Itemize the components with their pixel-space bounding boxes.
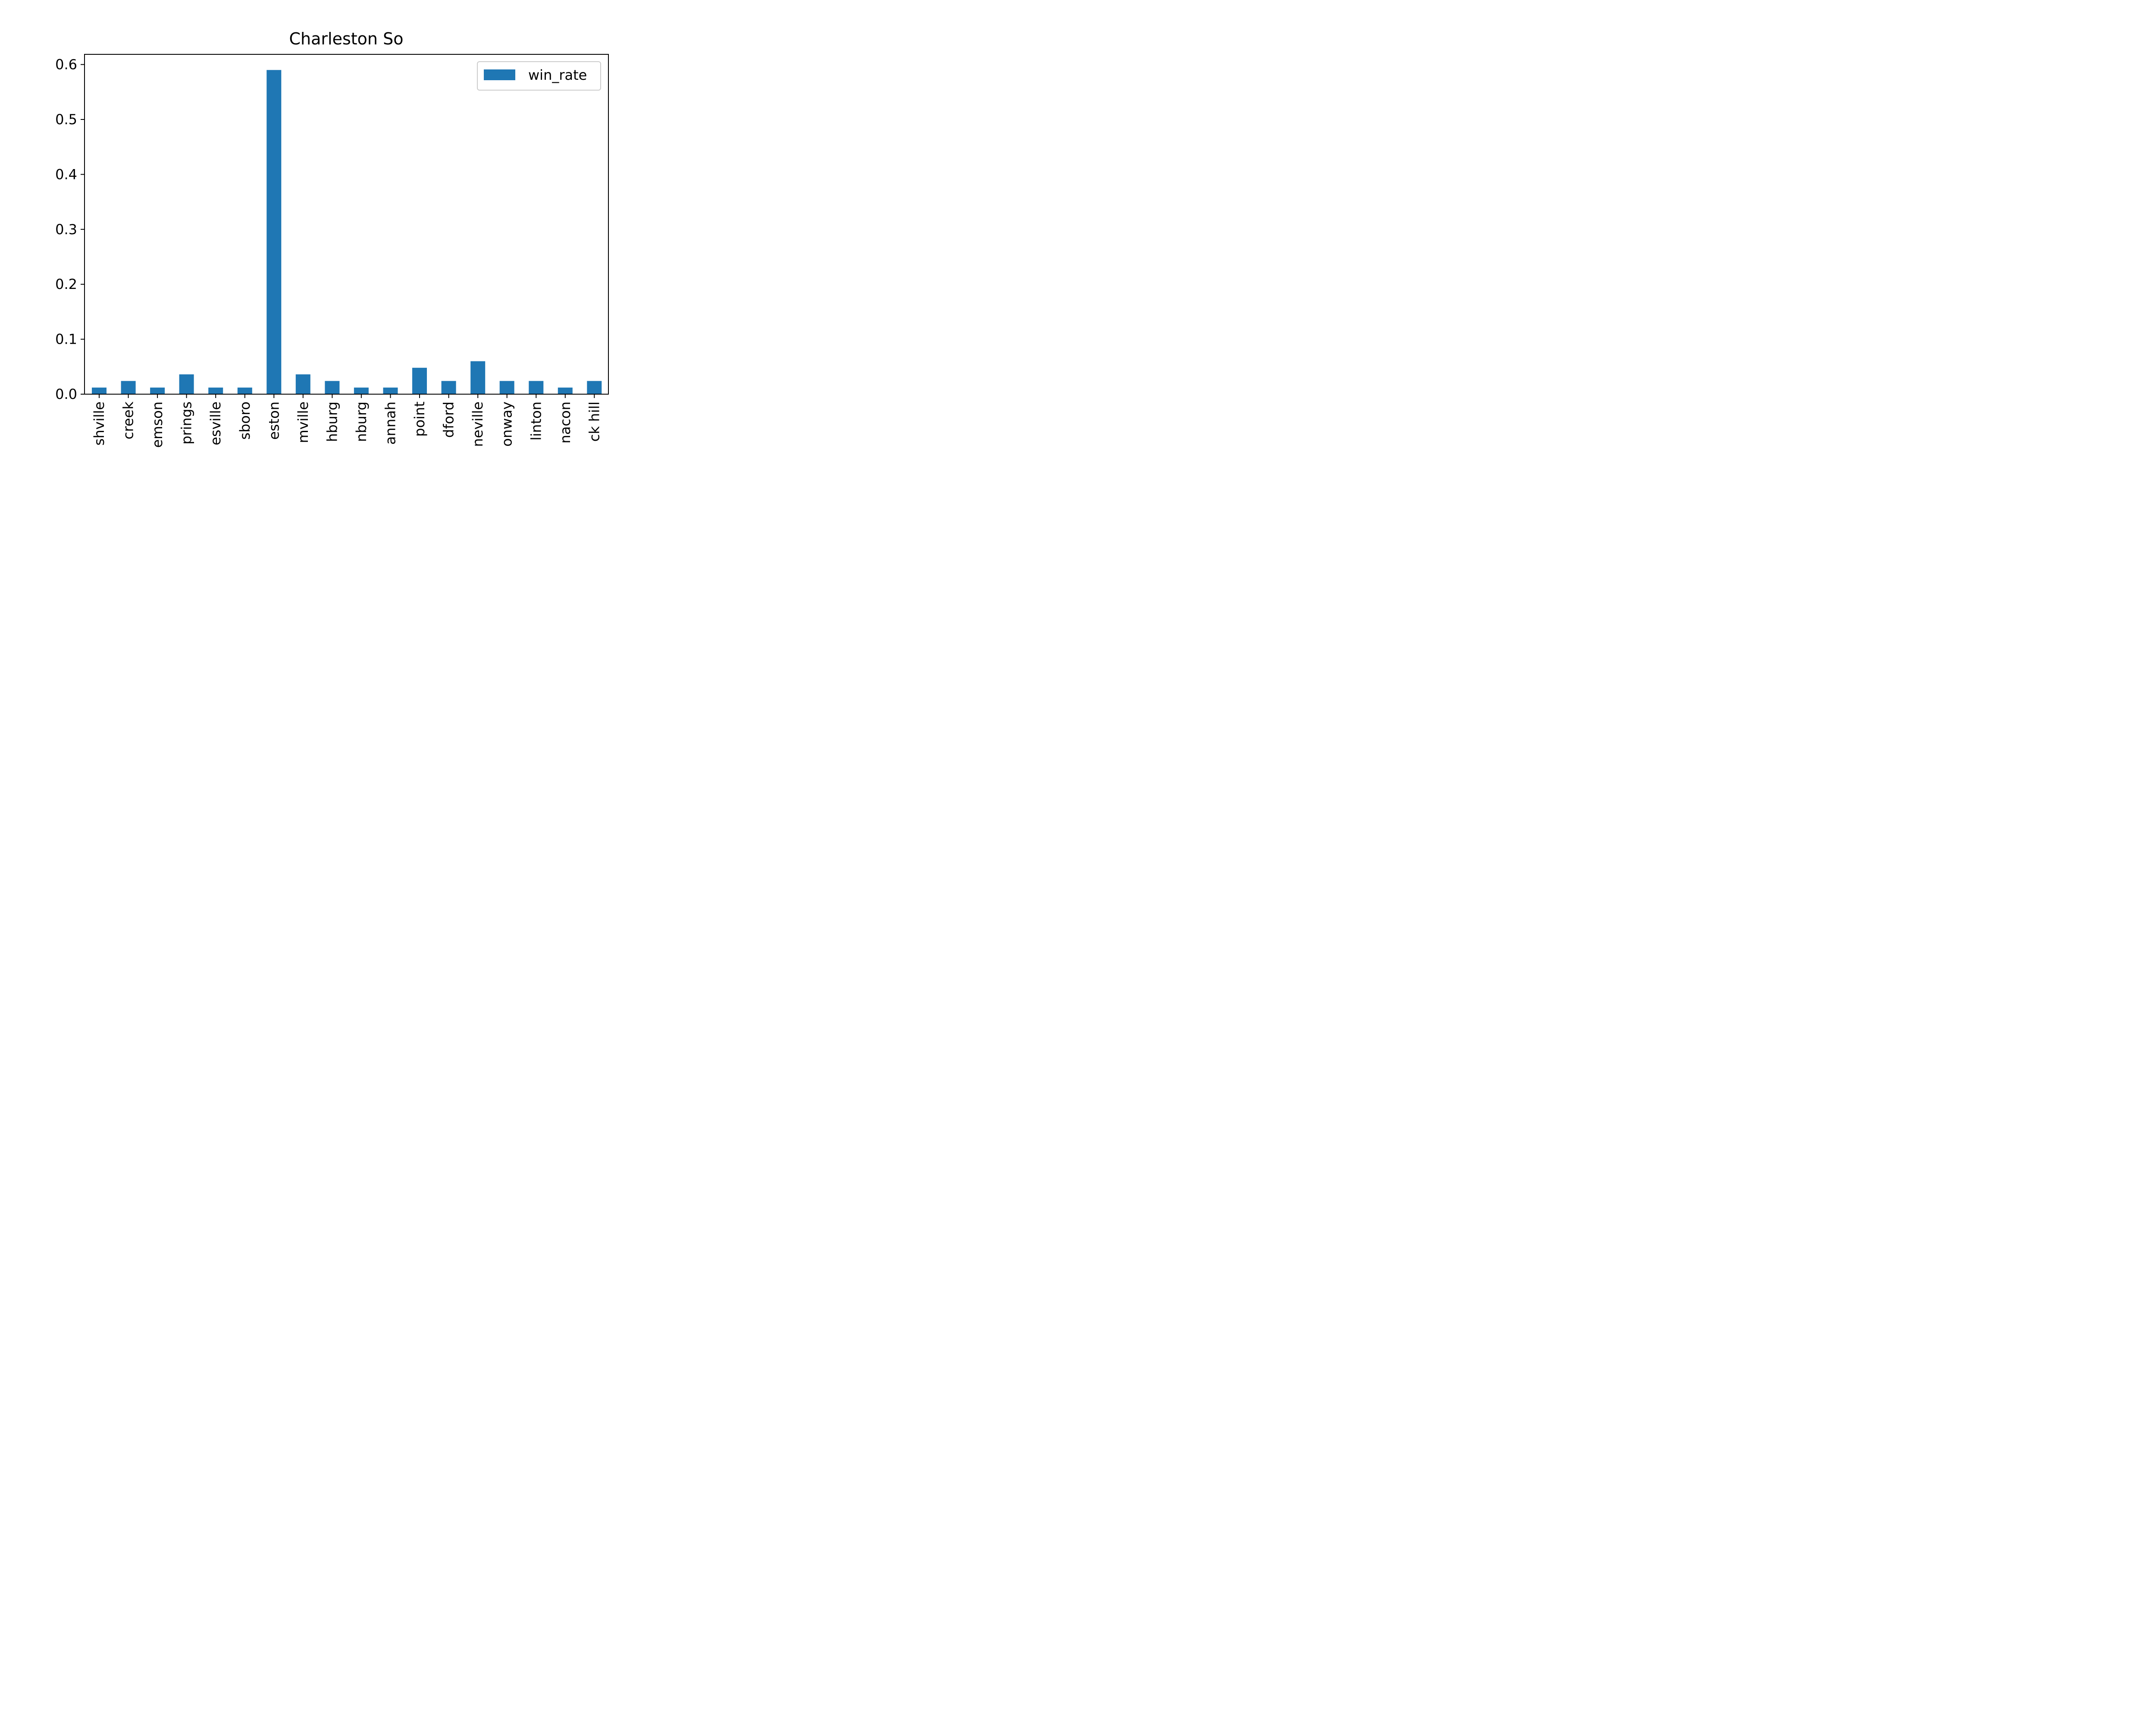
x-tick-label: emson [149, 401, 166, 448]
bar-esville [208, 387, 223, 394]
bar-sboro [237, 387, 252, 394]
chart-title: Charleston So [289, 29, 404, 48]
bar-shville [92, 387, 107, 394]
x-tick-label: annah [382, 401, 399, 445]
bar-dford [441, 381, 456, 394]
y-tick-label: 0.2 [55, 276, 77, 292]
y-tick-label: 0.5 [55, 111, 77, 128]
plot-frame [84, 54, 609, 395]
x-tick-label: creek [120, 401, 137, 439]
bar-creek [121, 381, 136, 394]
bar-hburg [325, 381, 340, 394]
x-tick-label: dford [441, 401, 457, 438]
bar-onway [499, 381, 514, 394]
legend-box [477, 61, 601, 91]
bar-annah [383, 387, 398, 394]
x-tick-label: eston [266, 401, 282, 440]
bar-mville [295, 374, 310, 394]
x-tick-label: nburg [353, 401, 370, 442]
x-tick-label: neville [470, 401, 486, 447]
y-tick-label: 0.3 [55, 221, 77, 238]
x-tick-label: esville [207, 401, 224, 445]
y-tick-label: 0.0 [55, 386, 77, 402]
y-tick-label: 0.6 [55, 56, 77, 73]
bar-eston [266, 70, 282, 395]
legend: win_rate [477, 61, 601, 91]
bar-chart: Charleston So 0.0 0.1 0.2 0.3 0.4 0.5 0.6 shvi… [0, 0, 667, 451]
y-axis: 0.0 0.1 0.2 0.3 0.4 0.5 0.6 [55, 56, 85, 402]
x-tick-label: hburg [324, 401, 340, 442]
y-tick-label: 0.4 [55, 166, 77, 182]
bars-group [92, 70, 602, 395]
x-tick-label: linton [528, 401, 544, 440]
bar-point [412, 367, 427, 394]
x-tick-label: ck hill [586, 401, 602, 442]
x-tick-label: sboro [237, 401, 253, 440]
legend-label: win_rate [528, 67, 587, 83]
x-tick-label: point [411, 401, 428, 437]
bar-nburg [354, 387, 369, 394]
bar-ck-hill [587, 381, 602, 394]
x-tick-label: shville [91, 401, 107, 445]
x-tick-label: onway [499, 401, 515, 447]
bar-emson [150, 387, 165, 394]
bar-linton [529, 381, 544, 394]
bar-nacon [558, 387, 573, 394]
x-axis: shville creek emson prings esville sboro eston… [91, 394, 602, 448]
x-tick-label: nacon [557, 401, 573, 443]
bar-prings [179, 374, 194, 394]
legend-swatch [484, 69, 515, 80]
x-tick-label: mville [295, 401, 311, 443]
x-tick-label: prings [179, 401, 195, 445]
y-tick-label: 0.1 [55, 331, 77, 348]
bar-neville [470, 361, 486, 394]
